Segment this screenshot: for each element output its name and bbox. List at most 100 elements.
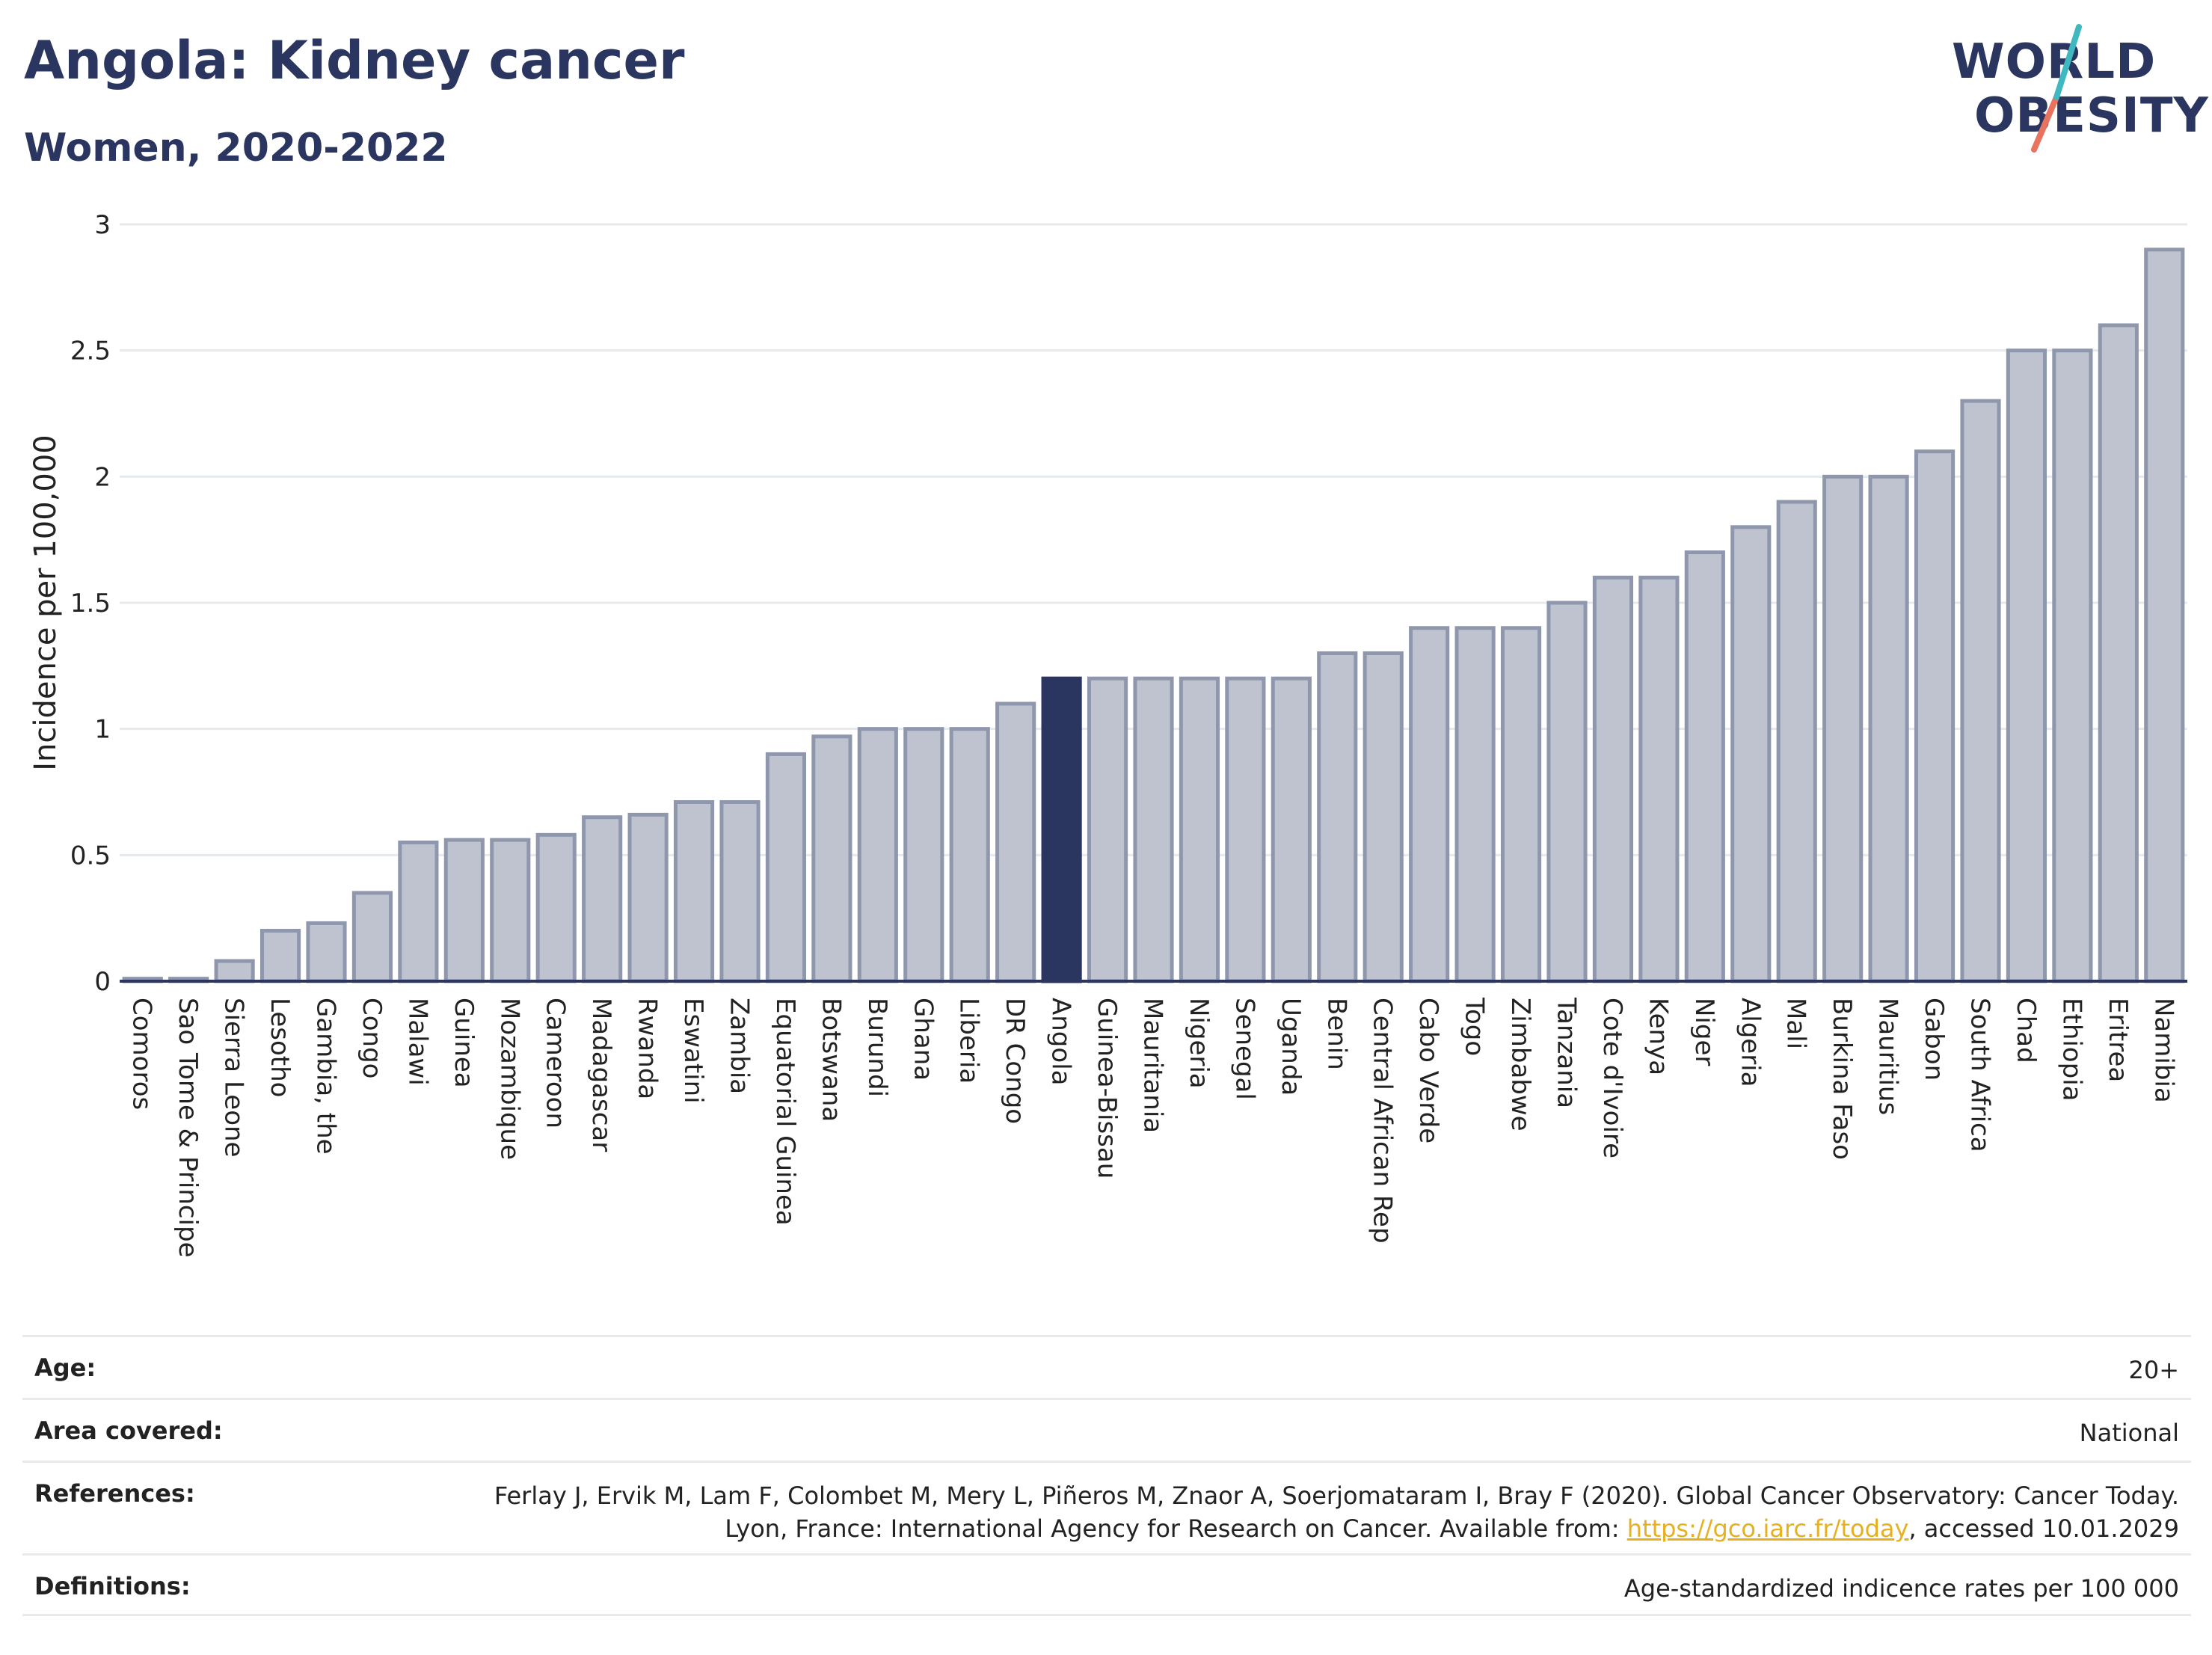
x-tick-label: South Africa: [1965, 998, 1995, 1152]
bar: [673, 799, 715, 983]
x-tick-label: Equatorial Guinea: [770, 998, 800, 1226]
x-tick-label: Mauritania: [1138, 998, 1168, 1133]
bar: [1133, 676, 1174, 983]
chart-subtitle: Women, 2020-2022: [24, 126, 448, 171]
definitions-value: Age-standardized indicence rates per 100…: [1623, 1574, 2179, 1603]
age-label: Age:: [34, 1354, 96, 1382]
info-row-area: Area covered: National: [22, 1398, 2191, 1461]
x-tick-label: Ethiopia: [2056, 998, 2086, 1101]
bar: [1317, 651, 1358, 983]
x-tick-label: Malawi: [402, 998, 432, 1086]
bar: [903, 727, 944, 983]
x-tick-label: Cote d'Ivoire: [1597, 998, 1627, 1158]
x-tick-label: Algeria: [1735, 998, 1765, 1087]
x-tick-label: Congo: [357, 998, 387, 1078]
bar: [535, 832, 577, 983]
bar: [627, 812, 669, 983]
bar: [2052, 348, 2093, 983]
bar: [995, 701, 1036, 983]
x-tick-label: Gambia, the: [311, 998, 341, 1155]
x-tick-label: Sierra Leone: [219, 998, 249, 1157]
x-tick-label: Nigeria: [1184, 998, 1214, 1089]
bar: [1409, 626, 1450, 983]
references-suffix: , accessed 10.01.2029: [1908, 1514, 2179, 1543]
age-value: 20+: [2128, 1356, 2179, 1384]
x-tick-label: Niger: [1689, 998, 1719, 1066]
bar: [2144, 248, 2185, 983]
bar: [1638, 575, 1680, 983]
x-tick-label: Kenya: [1643, 998, 1673, 1075]
x-tick-label: Angola: [1046, 998, 1076, 1085]
bar: [1592, 575, 1634, 983]
bar: [1730, 525, 1772, 983]
y-tick-label: 1: [94, 715, 111, 745]
references-text: Ferlay J, Ervik M, Lam F, Colombet M, Me…: [494, 1481, 2179, 1543]
x-tick-label: Mauritius: [1873, 998, 1903, 1115]
y-axis-label: Incidence per 100,000: [28, 435, 63, 771]
x-tick-label: Rwanda: [633, 998, 663, 1099]
x-tick-label: Benin: [1321, 998, 1351, 1070]
bar: [1960, 399, 2001, 983]
logo-word-world: WORLD: [1952, 34, 2157, 90]
bar: [2098, 323, 2139, 983]
x-tick-label: Burundi: [862, 998, 892, 1097]
x-tick-label: Mozambique: [494, 998, 524, 1160]
bar: [1914, 449, 1956, 983]
logo-slash-icon: [2031, 24, 2082, 153]
bar: [811, 734, 852, 983]
y-tick-label: 3: [94, 210, 111, 240]
info-row-age: Age: 20+: [22, 1335, 2191, 1398]
bar: [1225, 676, 1266, 983]
y-tick-label: 1.5: [70, 589, 111, 618]
bar: [765, 752, 807, 983]
x-tick-label: Senegal: [1229, 998, 1259, 1100]
bar: [306, 921, 347, 983]
bar: [1776, 500, 1817, 983]
y-tick-label: 2.5: [70, 337, 111, 366]
chart-title: Angola: Kidney cancer: [24, 30, 685, 91]
x-tick-label: DR Congo: [1000, 998, 1030, 1124]
x-tick-label: Guinea-Bissau: [1092, 998, 1122, 1179]
x-tick-label: Mali: [1781, 998, 1811, 1049]
x-tick-label: Ghana: [908, 998, 938, 1081]
x-tick-label: Central African Rep: [1368, 998, 1398, 1244]
x-tick-label: Togo: [1460, 997, 1490, 1056]
x-tick-label: Uganda: [1276, 998, 1306, 1096]
x-tick-label: Chad: [2011, 998, 2041, 1063]
bar-chart: 0 0.5 1 1.5 2 2.5 3 Incidence per 100,000 Comoro…: [28, 210, 2187, 1258]
x-tick-label: Cabo Verde: [1413, 998, 1443, 1143]
y-tick-label: 0: [94, 967, 111, 997]
bar: [1868, 474, 1909, 983]
y-tick-label: 2: [94, 462, 111, 492]
bar: [1362, 651, 1404, 983]
bar: [1179, 676, 1220, 983]
references-label: References:: [34, 1479, 195, 1508]
info-row-definitions: Definitions: Age-standardized indicence …: [22, 1553, 2191, 1616]
bar: [1500, 626, 1542, 983]
bar: [214, 959, 255, 983]
x-tick-label: Gabon: [1919, 998, 1949, 1081]
bar: [1087, 676, 1128, 983]
x-tick-label: Burkina Faso: [1827, 998, 1857, 1160]
x-tick-label: Zambia: [725, 998, 755, 1094]
bar: [1684, 550, 1725, 983]
x-tick-label: Liberia: [954, 998, 984, 1084]
x-tick-label: Eswatini: [678, 998, 708, 1104]
info-row-references: References: Ferlay J, Ervik M, Lam F, Co…: [22, 1461, 2191, 1553]
x-tick-label: Lesotho: [265, 998, 295, 1097]
bar: [1546, 601, 1588, 983]
x-tick-label: Guinea: [449, 998, 479, 1088]
definitions-label: Definitions:: [34, 1572, 191, 1600]
references-link[interactable]: https://gco.iarc.fr/today: [1626, 1514, 1909, 1543]
area-label: Area covered:: [34, 1416, 223, 1445]
bar: [719, 799, 761, 983]
x-tick-label: Sao Tome & Principe: [173, 998, 203, 1258]
bar: [1454, 626, 1496, 983]
bar: [582, 815, 623, 983]
bar: [857, 727, 898, 983]
bar-highlight: [1041, 676, 1082, 983]
x-tick-label: Comoros: [127, 998, 157, 1110]
bar: [351, 891, 393, 983]
bar: [2006, 348, 2047, 983]
bar: [443, 838, 485, 983]
